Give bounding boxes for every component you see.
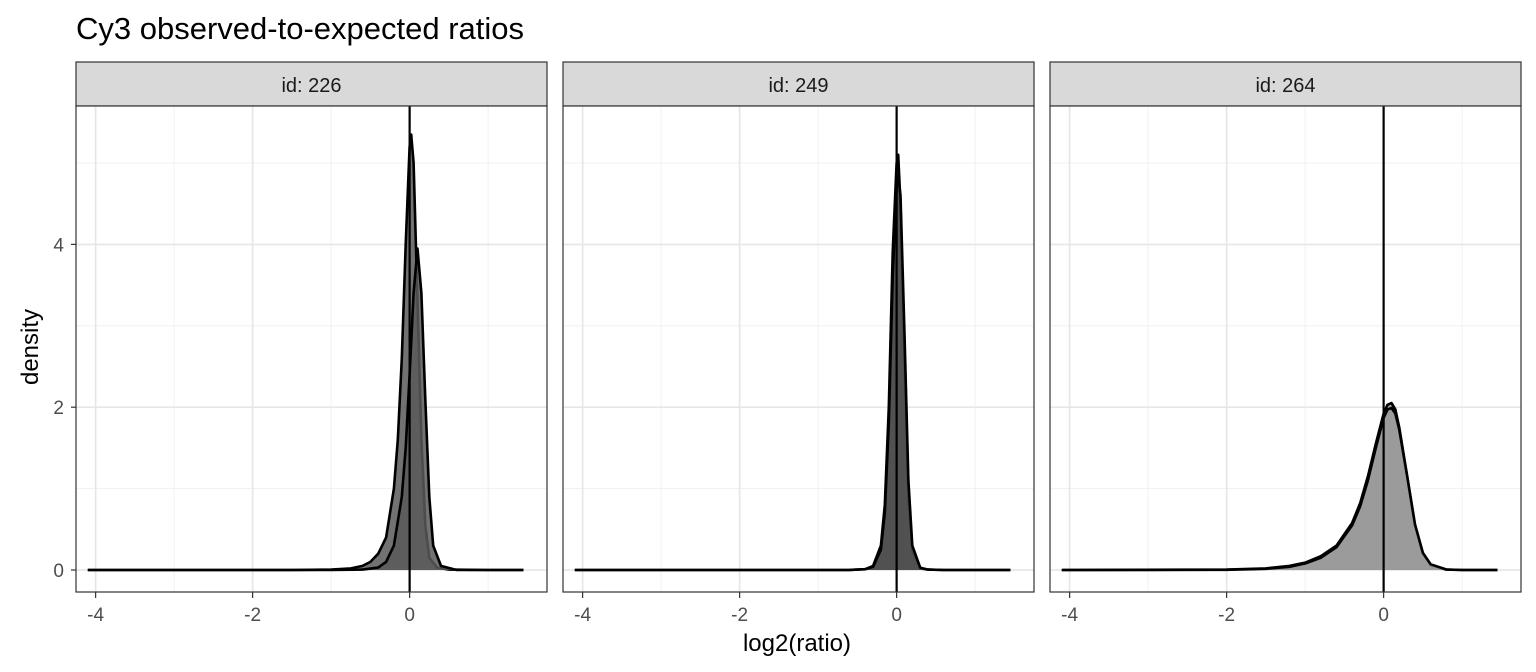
y-tick-label: 0: [53, 561, 64, 582]
chart-title: Cy3 observed-to-expected ratios: [76, 11, 524, 46]
x-tick-label: -4: [1061, 605, 1078, 626]
x-axis-title: log2(ratio): [743, 630, 851, 657]
facet-panel-2: id: 249 -4 -2 0: [562, 61, 1035, 626]
panel-background: [76, 106, 547, 592]
y-tick-label: 4: [53, 235, 64, 256]
x-tick-label: 0: [1378, 605, 1389, 626]
x-tick-label: 0: [891, 605, 902, 626]
density-area: [87, 248, 524, 570]
y-axis-title: density: [17, 309, 44, 385]
panel-background: [1050, 106, 1521, 592]
panel-border: [75, 105, 548, 593]
facet-strip-label: id: 264: [1255, 75, 1315, 97]
facet-strip: [1049, 61, 1522, 107]
facet-strip-label: id: 226: [281, 75, 341, 97]
y-tick-label: 2: [53, 398, 64, 419]
density-area: [1061, 408, 1498, 570]
facet-panels: id: 226 -4 -2 0 id: 249 -4 -2 0 id: 264 -4 -2 0: [75, 61, 1522, 626]
panel-border: [562, 105, 1035, 593]
facet-strip-label: id: 249: [768, 75, 828, 97]
panel-border: [1049, 105, 1522, 593]
x-tick-label: -4: [574, 605, 591, 626]
facet-panel-3: id: 264 -4 -2 0: [1049, 61, 1522, 626]
x-tick-label: -2: [1218, 605, 1235, 626]
facet-panel-1: id: 226 -4 -2 0: [75, 61, 548, 626]
x-tick-label: -2: [731, 605, 748, 626]
x-tick-label: -4: [87, 605, 104, 626]
x-tick-label: -2: [244, 605, 261, 626]
y-axis: 0 2 4: [53, 235, 76, 582]
facet-strip: [562, 61, 1035, 107]
panel-background: [563, 106, 1034, 592]
facet-strip: [75, 61, 548, 107]
density-curve: [87, 247, 524, 572]
x-tick-label: 0: [404, 605, 415, 626]
